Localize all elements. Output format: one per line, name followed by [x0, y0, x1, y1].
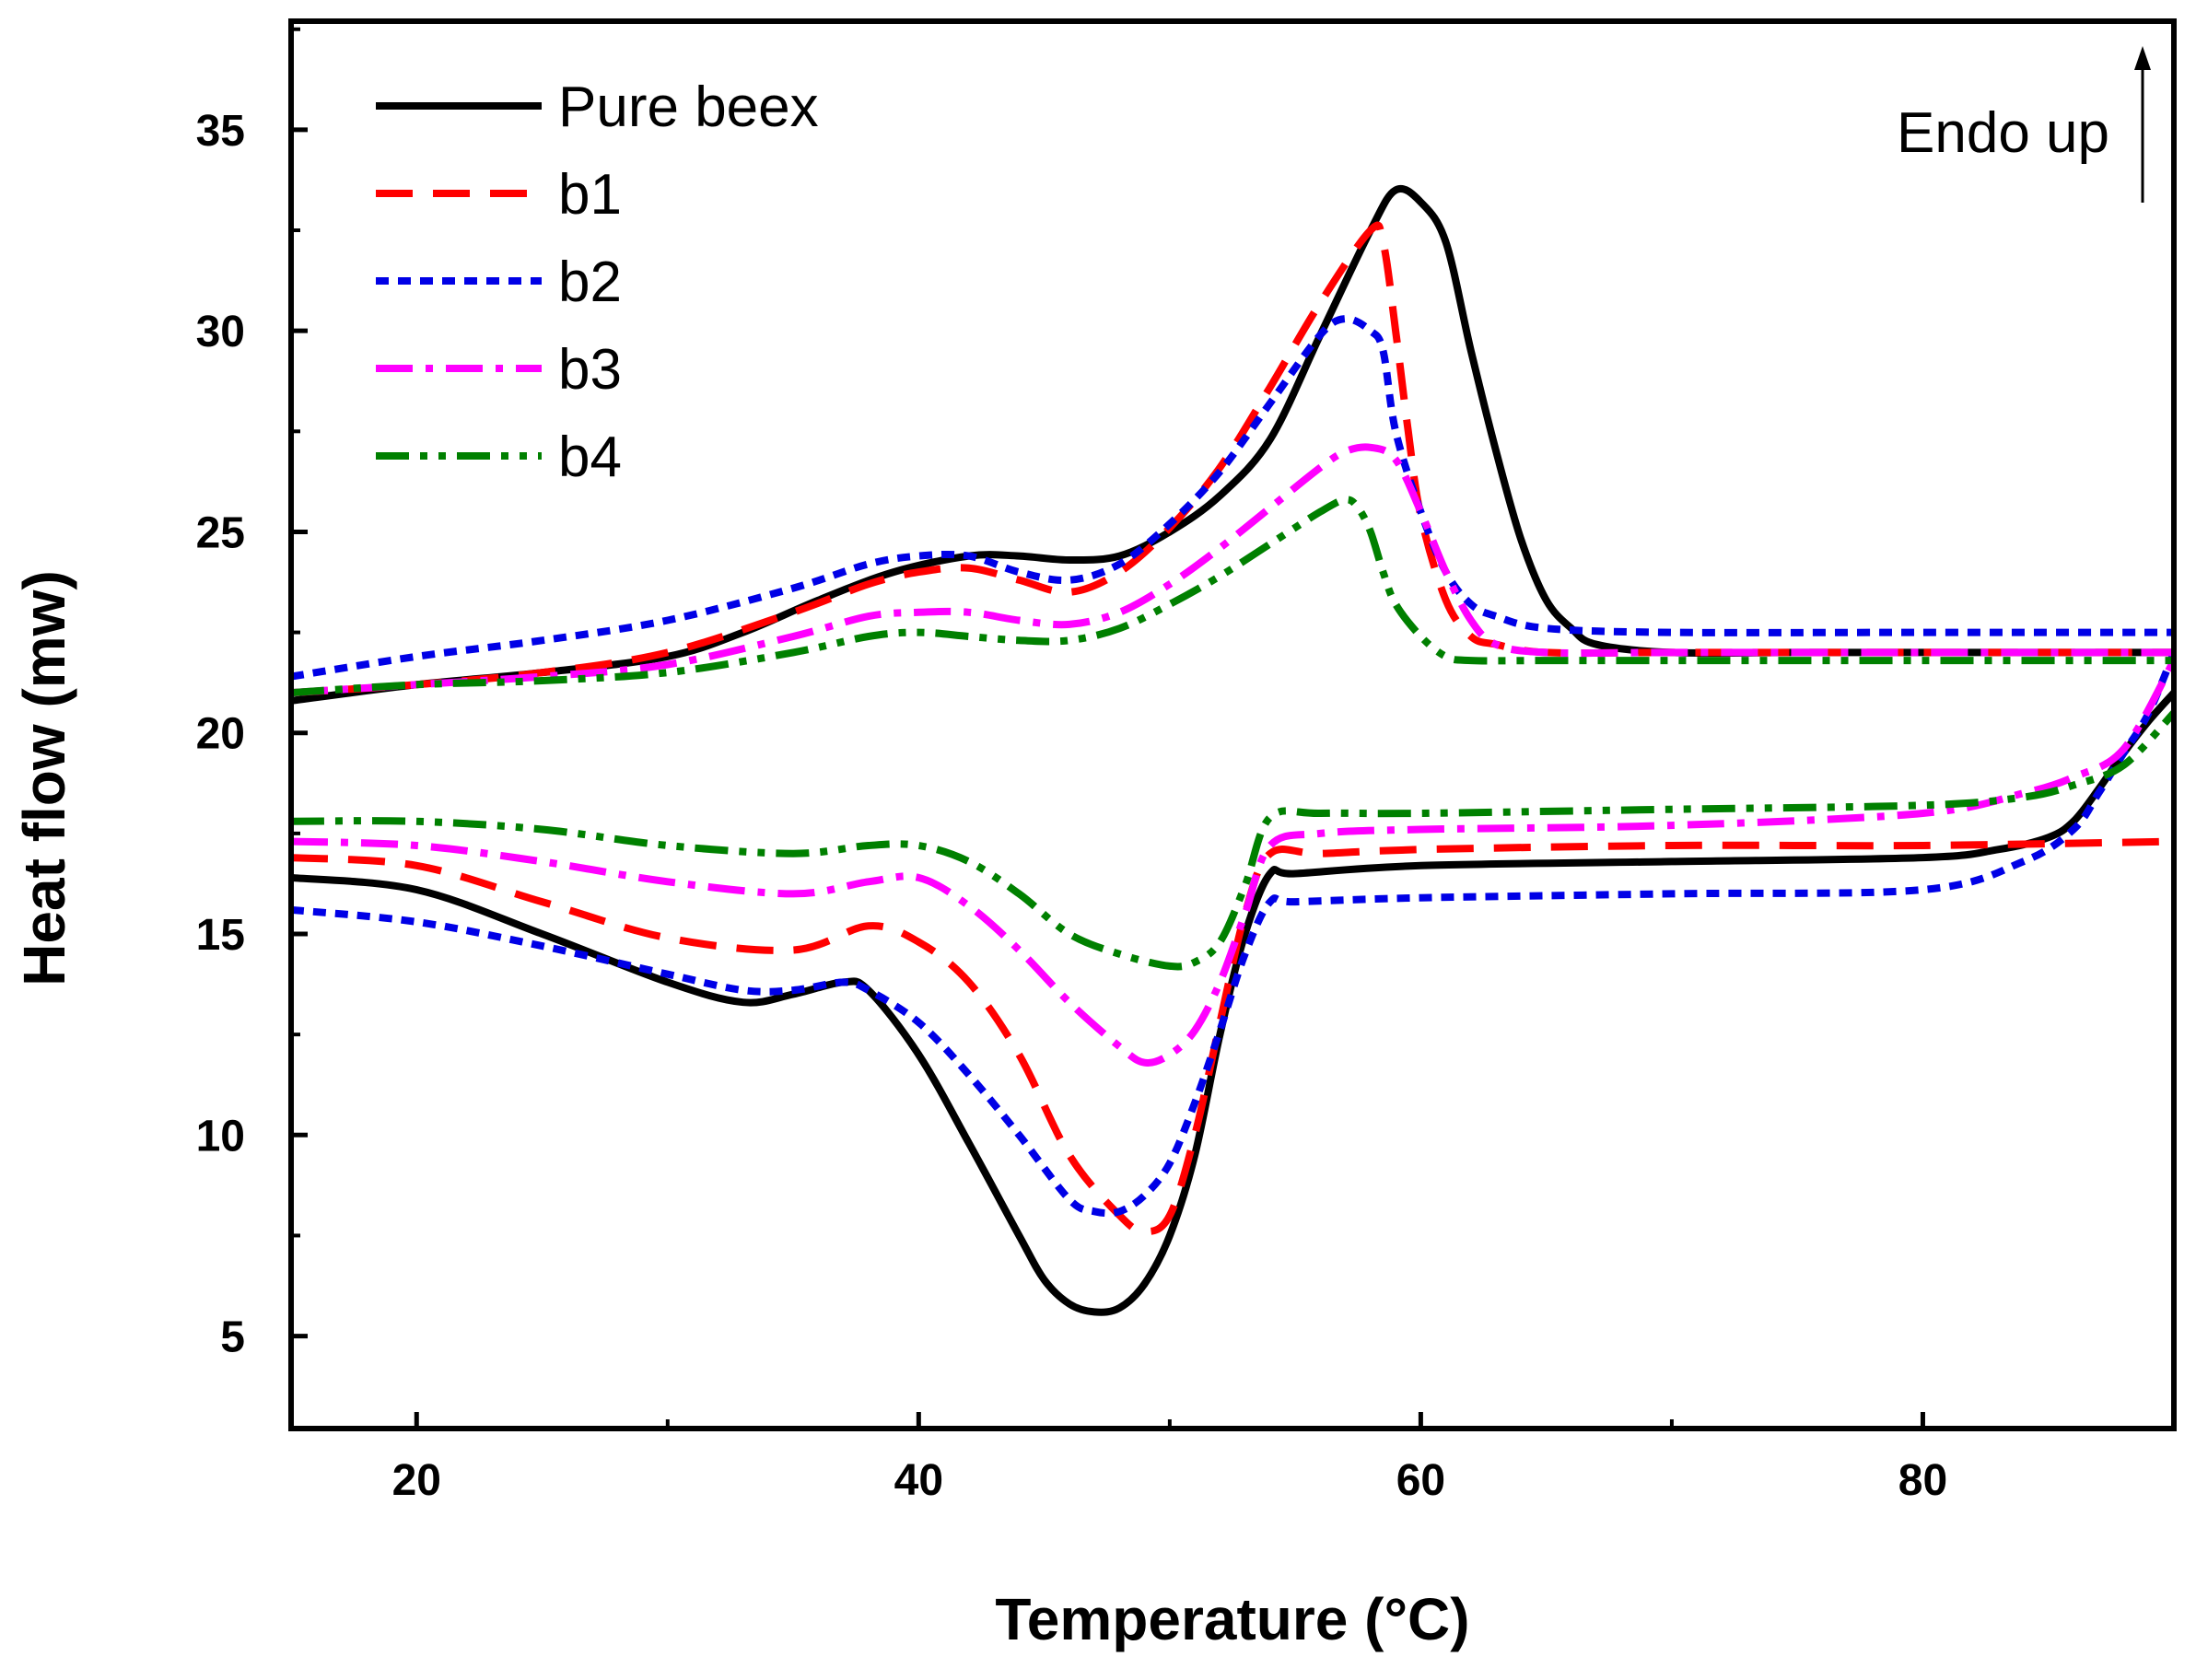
y-tick-label: 10 [196, 1112, 245, 1161]
legend-label-pure-beex: Pure beex [558, 76, 819, 139]
series-b4-heating-line [291, 496, 2174, 697]
ticks-layer: 20 40 60 80 5 10 15 20 25 30 35 [196, 27, 2176, 1505]
series-pure-beex-cooling-line [291, 690, 2174, 1316]
endo-up-label: Endo up [1897, 101, 2109, 165]
series-layer [291, 184, 2174, 1316]
y-tick-label: 5 [220, 1313, 245, 1362]
endo-annotation: Endo up [1897, 46, 2151, 203]
x-tick-label: 80 [1898, 1456, 1947, 1505]
y-tick-label: 30 [196, 308, 245, 356]
plot-frame [288, 18, 2177, 1431]
legend-label-b2: b2 [558, 251, 622, 314]
series-b2-heating-line [291, 315, 2174, 681]
series-b3-cooling-line [291, 659, 2174, 1067]
x-axis-title: Temperature (°C) [995, 1586, 1469, 1652]
legend-label-b3: b3 [558, 338, 622, 402]
series-b1-cooling-line [291, 837, 2174, 1236]
legend: Pure beex b1 b2 b3 b4 [376, 76, 819, 489]
y-tick-label: 35 [196, 107, 245, 156]
y-axis-title: Heat flow (mw) [11, 570, 77, 986]
series-b3-heating-line [291, 443, 2174, 697]
series-b2-cooling-line [291, 650, 2174, 1218]
y-tick-label: 25 [196, 508, 245, 557]
x-tick-label: 60 [1396, 1456, 1445, 1505]
legend-label-b4: b4 [558, 426, 622, 489]
x-tick-label: 40 [894, 1456, 943, 1505]
y-tick-label: 20 [196, 710, 245, 759]
endo-up-arrow-head [2134, 46, 2151, 70]
x-tick-label: 20 [392, 1456, 441, 1505]
legend-label-b1: b1 [558, 163, 622, 227]
y-tick-label: 15 [196, 911, 245, 960]
series-b4-cooling-line [291, 710, 2174, 971]
